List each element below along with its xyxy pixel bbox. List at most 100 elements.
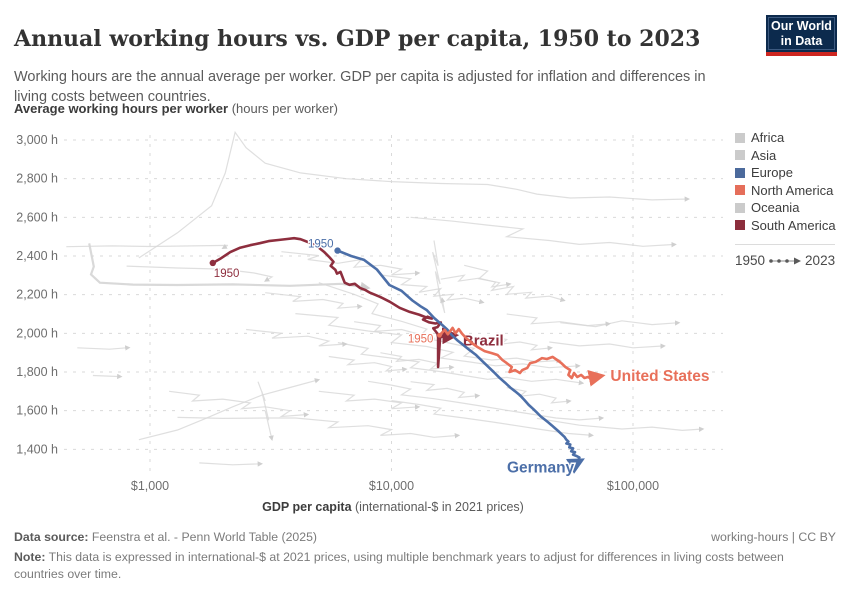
owid-logo[interactable]: Our World in Data: [766, 15, 837, 56]
x-tick-label: $10,000: [369, 479, 414, 493]
x-axis-title-unit: (international-$ in 2021 prices): [351, 500, 524, 514]
context-country-line: [464, 264, 566, 302]
y-tick-label: 1,400 h: [16, 442, 58, 456]
context-country-line: [380, 274, 485, 305]
y-axis-title-unit: (hours per worker): [228, 101, 338, 116]
legend-swatch: [735, 167, 745, 178]
series-line-united-states[interactable]: [438, 326, 606, 387]
context-country-line: [391, 400, 594, 438]
series-start-year-germany: 1950: [308, 239, 334, 251]
y-axis-title: Average working hours per worker (hours …: [14, 101, 338, 116]
y-tick-label: 1,800 h: [16, 365, 58, 379]
note-label: Note:: [14, 550, 46, 564]
context-country-line: [138, 130, 691, 259]
context-country-line: [318, 390, 421, 410]
y-tick-label: 2,600 h: [16, 210, 58, 224]
context-country-line: [506, 313, 611, 327]
legend-item-oceania[interactable]: Oceania: [735, 199, 847, 217]
y-tick-label: 2,200 h: [16, 288, 58, 302]
context-country-line: [281, 251, 421, 276]
context-country-line: [126, 265, 274, 282]
owid-logo-line1: Our World: [771, 19, 832, 34]
source-text: Feenstra et al. - Penn World Table (2025…: [88, 530, 318, 544]
footer-note: Note: This data is expressed in internat…: [14, 549, 824, 583]
legend-swatch: [735, 185, 745, 196]
context-country-line: [337, 342, 585, 386]
y-tick-label: 3,000 h: [16, 133, 58, 147]
owid-logo-line2: in Data: [780, 33, 823, 48]
series-start-dot-brazil: [209, 259, 217, 267]
note-text: This data is expressed in international-…: [14, 550, 784, 581]
context-country-line: [92, 373, 123, 380]
context-country-line: [199, 461, 264, 467]
context-country-line: [77, 345, 131, 351]
context-country-line: [410, 216, 677, 248]
x-tick-label: $1,000: [131, 479, 169, 493]
legend-label: Oceania: [751, 200, 800, 216]
legend-item-africa[interactable]: Africa: [735, 129, 847, 147]
series-start-dot-united-states: [437, 332, 442, 338]
context-country-line: [246, 328, 348, 347]
context-country-line: [440, 274, 512, 288]
context-country-line: [432, 240, 446, 314]
y-axis-title-bold: Average working hours per worker: [14, 101, 229, 116]
legend-item-north-america[interactable]: North America: [735, 182, 847, 200]
context-country-line: [177, 416, 461, 439]
context-country-line: [487, 335, 553, 351]
context-country-line: [66, 243, 229, 249]
legend-divider: [735, 244, 835, 245]
connected-scatterplot[interactable]: $1,000 $10,000 $100,000 3,000 h 2,800 h 2,600…: [0, 0, 850, 525]
legend: Africa Asia Europe North America Oceania Sout…: [735, 129, 847, 268]
context-country-line: [328, 355, 408, 373]
legend-label: Africa: [751, 130, 785, 146]
context-country-line: [536, 417, 705, 432]
legend-label: North America: [751, 182, 834, 198]
chart-subtitle: Working hours are the annual average per…: [14, 68, 706, 106]
y-tick-label: 2,800 h: [16, 172, 58, 186]
gridlines: $1,000 $10,000 $100,000 3,000 h 2,800 h 2,600…: [16, 133, 723, 493]
y-tick-label: 1,600 h: [16, 404, 58, 418]
source-label: Data source:: [14, 530, 89, 544]
page-title: Annual working hours vs. GDP per capita,…: [14, 25, 701, 52]
legend-swatch: [735, 220, 745, 231]
timeline-arrow-icon: [769, 257, 802, 264]
legend-items: Africa Asia Europe North America Oceania Sout…: [735, 129, 847, 234]
legend-swatch: [735, 132, 745, 143]
context-country-line: [506, 386, 572, 405]
series-start-year-brazil: 1950: [214, 268, 240, 280]
legend-swatch: [735, 150, 745, 161]
timeline-legend: 1950 2023: [735, 253, 847, 268]
timeline-start-year: 1950: [735, 253, 766, 268]
timeline-end-year: 2023: [805, 253, 836, 268]
footer-source-row: working-hours | CC BY Data source: Feens…: [14, 530, 836, 544]
context-country-line: [410, 381, 481, 399]
series-line-brazil[interactable]: [211, 236, 460, 369]
series-line-germany[interactable]: [336, 249, 585, 474]
x-axis-title: GDP per capita (international-$ in 2021 …: [60, 500, 726, 514]
context-lines: [66, 130, 705, 467]
legend-item-asia[interactable]: Asia: [735, 147, 847, 165]
legend-label: Europe: [751, 165, 793, 181]
context-country-line: [88, 243, 371, 292]
y-tick-label: 2,400 h: [16, 249, 58, 263]
license-text: working-hours | CC BY: [711, 530, 836, 544]
series-label-germany[interactable]: Germany: [505, 458, 576, 478]
context-country-line: [138, 378, 321, 441]
legend-swatch: [735, 202, 745, 213]
y-tick-label: 2,000 h: [16, 326, 58, 340]
context-country-line: [380, 352, 455, 371]
legend-label: Asia: [751, 147, 777, 163]
series-start-dot-germany: [334, 247, 341, 254]
context-country-line: [257, 381, 274, 442]
x-tick-label: $100,000: [607, 479, 659, 493]
x-axis-title-bold: GDP per capita: [262, 500, 352, 514]
context-country-line: [169, 390, 310, 418]
context-country-line: [368, 380, 605, 422]
legend-label: South America: [751, 217, 836, 233]
legend-item-europe[interactable]: Europe: [735, 164, 847, 182]
context-country-line: [265, 292, 363, 310]
legend-item-south-america[interactable]: South America: [735, 217, 847, 235]
series-label-united-states[interactable]: United States: [609, 366, 711, 386]
